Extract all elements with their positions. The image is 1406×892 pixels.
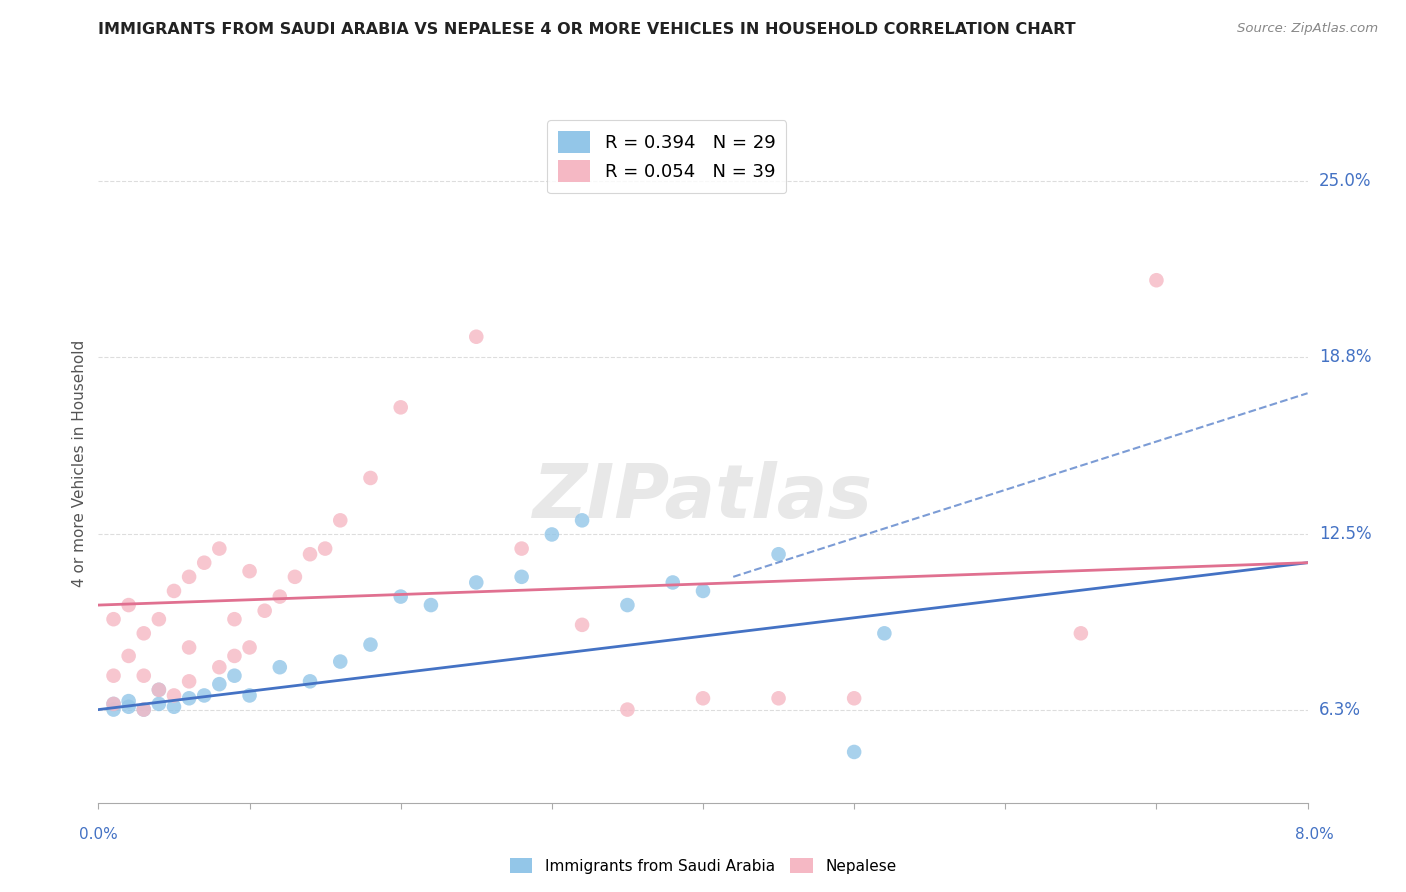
Point [616, 598, 638, 612]
Point [103, 703, 125, 717]
Point [208, 660, 231, 674]
Point [359, 638, 381, 652]
Point [132, 703, 155, 717]
Point [1144, 273, 1167, 287]
Point [269, 590, 291, 604]
Point [389, 401, 412, 415]
Point [284, 570, 307, 584]
Text: 12.5%: 12.5% [1319, 525, 1371, 543]
Text: IMMIGRANTS FROM SAUDI ARABIA VS NEPALESE 4 OR MORE VEHICLES IN HOUSEHOLD CORRELA: IMMIGRANTS FROM SAUDI ARABIA VS NEPALESE… [98, 22, 1076, 37]
Point [873, 626, 896, 640]
Point [193, 556, 215, 570]
Point [299, 547, 322, 561]
Point [359, 471, 381, 485]
Point [571, 513, 593, 527]
Point [132, 669, 155, 683]
Point [132, 703, 155, 717]
Point [148, 612, 170, 626]
Point [163, 699, 186, 714]
Text: 8.0%: 8.0% [1295, 827, 1334, 841]
Point [329, 513, 352, 527]
Point [179, 640, 201, 655]
Point [768, 691, 790, 706]
Legend: Immigrants from Saudi Arabia, Nepalese: Immigrants from Saudi Arabia, Nepalese [503, 852, 903, 880]
Point [239, 689, 262, 703]
Point [314, 541, 336, 556]
Point [389, 590, 412, 604]
Point [692, 584, 714, 599]
Point [224, 669, 246, 683]
Point [148, 697, 170, 711]
Point [692, 691, 714, 706]
Point [540, 527, 562, 541]
Point [768, 547, 790, 561]
Point [465, 575, 488, 590]
Point [148, 682, 170, 697]
Point [419, 598, 441, 612]
Text: 0.0%: 0.0% [79, 827, 118, 841]
Y-axis label: 4 or more Vehicles in Household: 4 or more Vehicles in Household [72, 340, 87, 588]
Point [239, 564, 262, 578]
Point [163, 689, 186, 703]
Legend: R = 0.394   N = 29, R = 0.054   N = 39: R = 0.394 N = 29, R = 0.054 N = 39 [547, 120, 786, 194]
Point [329, 655, 352, 669]
Point [661, 575, 683, 590]
Point [103, 612, 125, 626]
Point [132, 626, 155, 640]
Point [179, 691, 201, 706]
Point [179, 674, 201, 689]
Point [163, 584, 186, 599]
Point [510, 570, 533, 584]
Text: 25.0%: 25.0% [1319, 172, 1371, 190]
Text: ZIPatlas: ZIPatlas [533, 461, 873, 534]
Point [103, 697, 125, 711]
Point [208, 677, 231, 691]
Text: Source: ZipAtlas.com: Source: ZipAtlas.com [1237, 22, 1378, 36]
Point [118, 598, 141, 612]
Point [239, 640, 262, 655]
Text: 6.3%: 6.3% [1319, 700, 1361, 719]
Point [179, 570, 201, 584]
Point [571, 617, 593, 632]
Point [510, 541, 533, 556]
Point [844, 691, 866, 706]
Point [224, 612, 246, 626]
Point [616, 703, 638, 717]
Point [118, 648, 141, 663]
Point [103, 697, 125, 711]
Point [103, 669, 125, 683]
Point [118, 694, 141, 708]
Point [844, 745, 866, 759]
Point [148, 682, 170, 697]
Point [1070, 626, 1092, 640]
Point [208, 541, 231, 556]
Point [224, 648, 246, 663]
Point [465, 330, 488, 344]
Point [193, 689, 215, 703]
Text: 18.8%: 18.8% [1319, 348, 1371, 366]
Point [299, 674, 322, 689]
Point [269, 660, 291, 674]
Point [253, 604, 276, 618]
Point [118, 699, 141, 714]
